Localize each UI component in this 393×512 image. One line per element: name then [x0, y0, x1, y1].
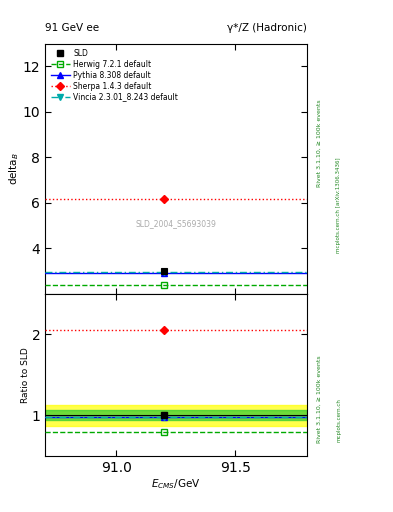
Text: Rivet 3.1.10, ≥ 100k events: Rivet 3.1.10, ≥ 100k events	[316, 99, 321, 187]
Bar	[45, 411, 307, 420]
X-axis label: $E_{CMS}$/GeV: $E_{CMS}$/GeV	[151, 477, 201, 491]
Bar	[45, 405, 307, 426]
Y-axis label: delta$_B$: delta$_B$	[7, 153, 21, 185]
Text: 91 GeV ee: 91 GeV ee	[45, 23, 99, 33]
Y-axis label: Ratio to SLD: Ratio to SLD	[21, 347, 30, 403]
Text: SLD_2004_S5693039: SLD_2004_S5693039	[136, 220, 216, 228]
Legend: SLD, Herwig 7.2.1 default, Pythia 8.308 default, Sherpa 1.4.3 default, Vincia 2.: SLD, Herwig 7.2.1 default, Pythia 8.308 …	[49, 47, 180, 103]
Text: Rivet 3.1.10, ≥ 100k events: Rivet 3.1.10, ≥ 100k events	[316, 355, 321, 443]
Text: mcplots.cern.ch [arXiv:1306.3436]: mcplots.cern.ch [arXiv:1306.3436]	[336, 157, 341, 252]
Text: mcplots.cern.ch: mcplots.cern.ch	[336, 398, 341, 442]
Text: γ*/Z (Hadronic): γ*/Z (Hadronic)	[227, 23, 307, 33]
